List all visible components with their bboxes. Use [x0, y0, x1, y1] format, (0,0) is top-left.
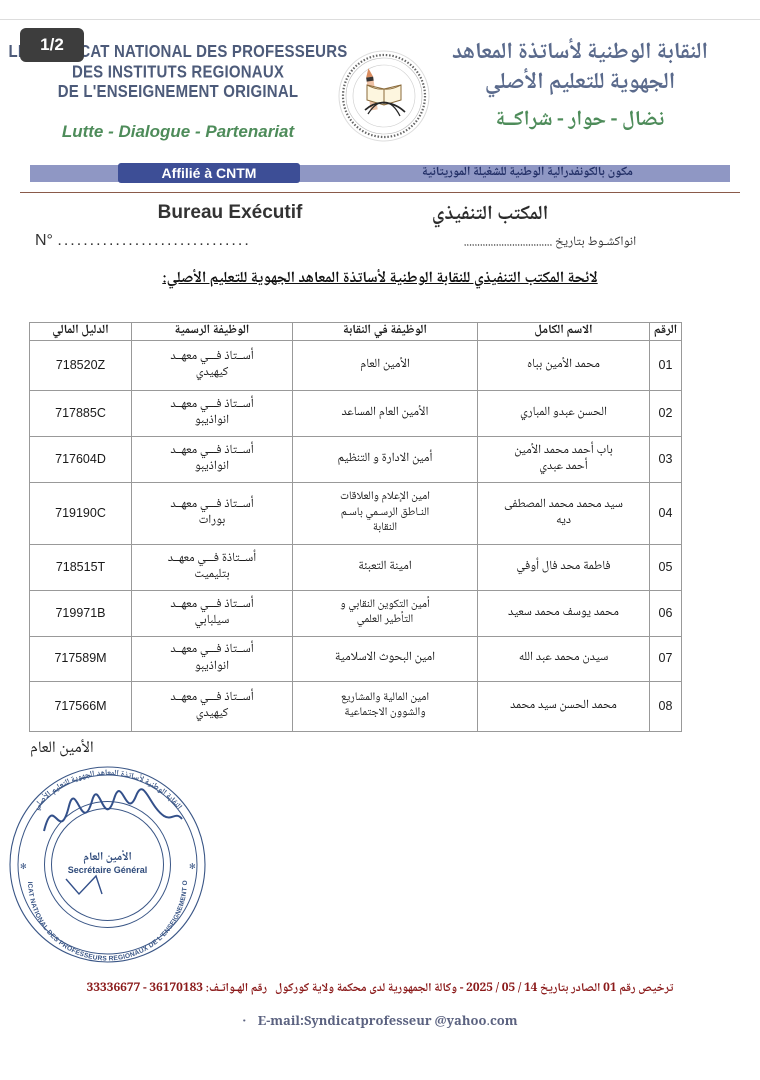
svg-text:✻: ✻: [20, 862, 27, 871]
svg-text:Secrétaire Général: Secrétaire Général: [68, 865, 148, 875]
svg-text:✻: ✻: [189, 862, 196, 871]
svg-text:النقابة الوطنية لأساتذة المعاه: النقابة الوطنية لأساتذة المعاهد الجهوية …: [30, 767, 184, 814]
